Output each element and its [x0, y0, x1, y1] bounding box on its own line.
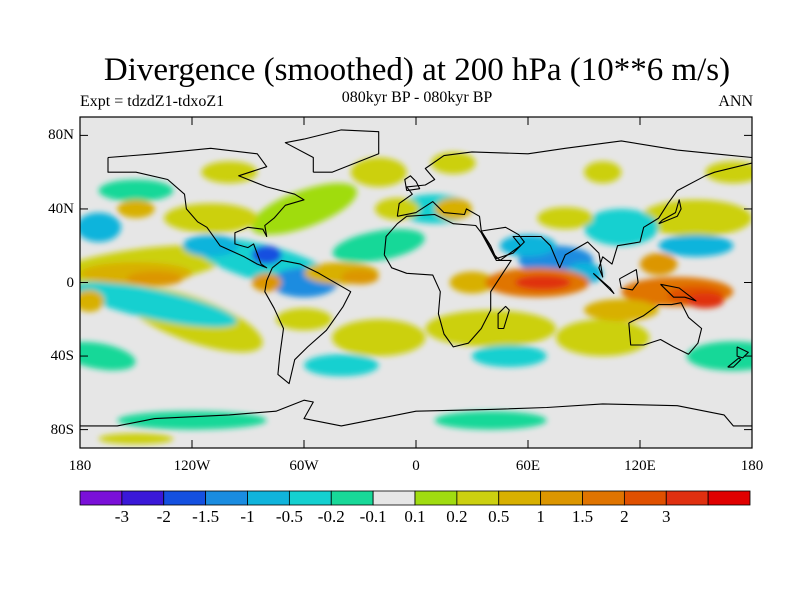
colorbar-label: 0.5	[488, 507, 510, 526]
contour-region	[304, 354, 379, 377]
colorbar-swatch	[665, 490, 709, 506]
season-label: ANN	[718, 93, 753, 110]
colorbar-label: -3	[114, 507, 129, 526]
contour-region	[350, 157, 407, 187]
coastline	[592, 272, 615, 295]
contour-region	[584, 208, 659, 246]
coastline	[727, 357, 742, 368]
coastline	[497, 305, 510, 330]
coastline	[264, 259, 352, 385]
colorbar-label: 2	[620, 507, 629, 526]
contour-region	[514, 275, 571, 290]
colorbar-label: -0.5	[275, 507, 303, 526]
colorbar-label: -2	[156, 507, 171, 526]
colorbar-swatch	[456, 490, 500, 506]
coastline	[480, 226, 525, 260]
contour-region	[686, 341, 752, 371]
contour-region	[80, 212, 122, 242]
contour-region	[98, 179, 174, 202]
contour-region	[584, 299, 659, 322]
experiment-label: Expt = tdzdZ1-tdxoZ1	[80, 93, 225, 110]
contour-region	[686, 293, 724, 309]
colorbar-label: 1.5	[571, 507, 594, 526]
y-tick-label: 0	[66, 274, 75, 291]
contour-region	[80, 289, 105, 312]
colorbar-swatch	[498, 490, 542, 506]
contour-region	[556, 319, 650, 357]
colorbar-label: 1	[536, 507, 545, 526]
coastline	[284, 129, 380, 173]
contour-region	[705, 161, 752, 184]
contour-region	[537, 207, 594, 230]
coastline	[628, 302, 703, 355]
coastline	[404, 175, 421, 192]
contour-region	[434, 411, 547, 430]
colorbar-swatch	[372, 490, 416, 506]
colorbar-swatch	[582, 490, 625, 506]
contour-region	[98, 433, 174, 445]
coastline	[383, 213, 512, 348]
y-tick-label: 40N	[48, 200, 74, 217]
coastline	[658, 199, 682, 225]
coastline	[80, 399, 752, 427]
colorbar-label: 0.1	[404, 507, 426, 526]
colorbar-label: -1	[240, 507, 255, 526]
y-tick-label: 40S	[50, 348, 74, 365]
contour-region	[584, 161, 622, 184]
y-tick-label: 80N	[48, 127, 74, 144]
contour-region	[251, 183, 357, 235]
contour-region	[117, 411, 267, 430]
contour-region	[425, 310, 556, 347]
contour-region	[640, 253, 678, 276]
x-tick-label: 120W	[173, 458, 211, 474]
colorbar-swatch	[414, 490, 458, 506]
x-tick-label: 120E	[624, 458, 656, 474]
colorbar-swatch	[163, 490, 207, 506]
x-tick-label: 60E	[515, 458, 541, 474]
contour-region	[449, 271, 495, 294]
contour-region	[182, 234, 239, 257]
colorbar-swatch	[247, 490, 290, 506]
coastline	[396, 140, 752, 278]
contour-region	[332, 319, 426, 357]
colorbar-label: 0.2	[446, 507, 468, 526]
contour-region	[500, 234, 556, 257]
x-tick-label: 0	[412, 458, 420, 474]
colorbar-label: -0.2	[317, 507, 345, 526]
coastline	[736, 346, 749, 359]
colorbar-swatch	[330, 490, 374, 506]
contour-region	[80, 281, 237, 328]
colorbar-swatch	[121, 490, 165, 506]
colorbar-swatch	[79, 490, 123, 506]
colorbar-swatch	[623, 490, 667, 506]
x-tick-label: 60W	[289, 458, 319, 474]
coastline	[618, 269, 639, 291]
colorbar-swatch	[288, 490, 332, 506]
x-tick-label: 180	[68, 458, 92, 474]
colorbar-swatch	[707, 490, 751, 506]
contour-region	[126, 271, 183, 287]
contour-region	[332, 229, 425, 263]
colorbar-label: -0.1	[359, 507, 387, 526]
x-tick-label: 180	[740, 458, 764, 474]
contour-field	[80, 129, 752, 445]
chart-title: Divergence (smoothed) at 200 hPa (10**6 …	[103, 52, 731, 88]
contour-region	[341, 269, 379, 285]
contour-region	[640, 199, 752, 237]
period-label: 080kyr BP - 080kyr BP	[341, 89, 493, 106]
coastline	[660, 283, 697, 302]
colorbar-swatch	[205, 490, 248, 506]
contour-region	[276, 308, 332, 331]
contour-region	[472, 345, 547, 368]
coastline	[107, 147, 305, 269]
y-tick-label: 80S	[50, 421, 74, 438]
contour-region	[658, 234, 734, 257]
colorbar-swatch	[540, 490, 583, 506]
colorbar-label: -1.5	[192, 507, 220, 526]
contour-region	[117, 199, 155, 219]
colorbar-label: 3	[662, 507, 671, 526]
